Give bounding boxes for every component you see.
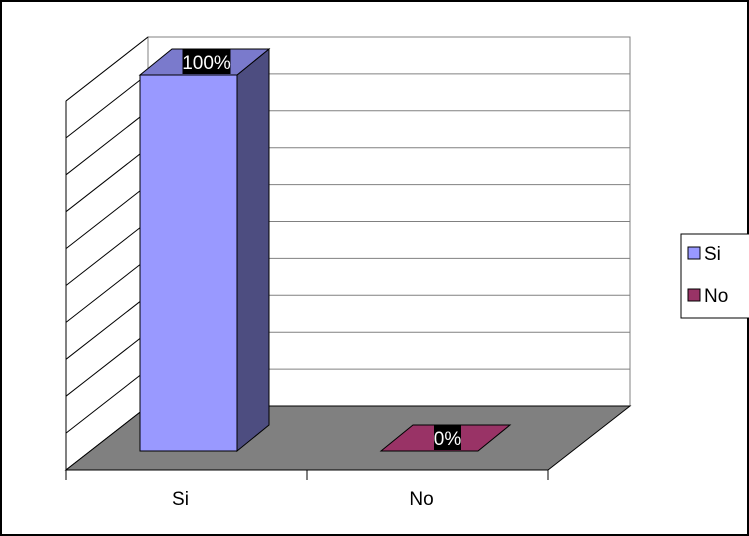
data-labels: 100% 0% xyxy=(182,49,461,450)
gridline-side xyxy=(65,184,149,249)
data-label-background xyxy=(434,425,461,450)
legend-swatch xyxy=(687,246,701,260)
legend-swatch xyxy=(687,288,701,302)
data-label-text: 0% xyxy=(434,429,462,450)
data-label-si: 100% xyxy=(182,49,231,74)
gridline-side xyxy=(65,110,149,176)
legend-item-si: Si xyxy=(687,244,721,265)
legend-label: No xyxy=(704,286,728,307)
bar-front-face xyxy=(139,74,238,452)
category-tick-label: No xyxy=(409,489,433,510)
axes xyxy=(65,101,549,480)
bar-side-face xyxy=(236,47,270,453)
gridline-side xyxy=(65,147,149,213)
bar-si xyxy=(138,47,271,453)
category-tick-label: Si xyxy=(172,489,189,510)
category-tick-labels: Si No xyxy=(172,489,434,510)
gridline-side xyxy=(65,331,149,397)
data-label-text: 100% xyxy=(182,53,231,74)
bars xyxy=(138,47,512,453)
gridline-side xyxy=(65,368,149,434)
legend-label: Si xyxy=(704,244,721,265)
gridline-side xyxy=(65,221,149,286)
gridline-side xyxy=(65,73,149,139)
gridline-side xyxy=(65,36,149,102)
legend-item-no: No xyxy=(687,286,728,307)
data-label-background xyxy=(182,49,231,74)
data-label-no: 0% xyxy=(434,425,462,450)
legend: Si No xyxy=(680,233,749,319)
gridline-side xyxy=(65,294,149,360)
gridline-side xyxy=(65,258,149,323)
